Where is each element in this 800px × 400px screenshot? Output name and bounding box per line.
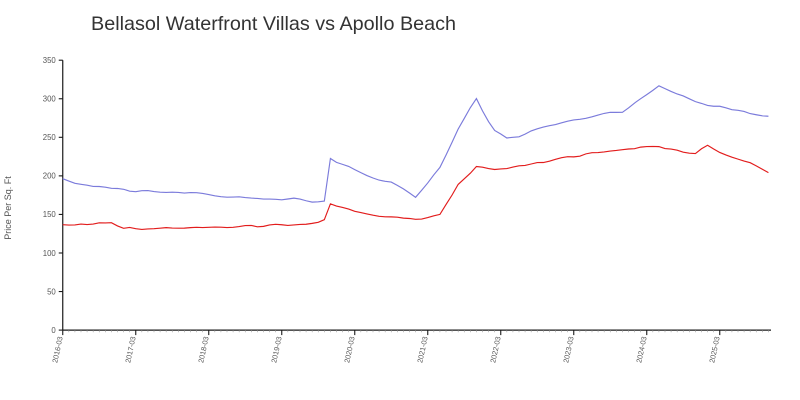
svg-text:250: 250 [43,133,57,142]
svg-text:2025-03: 2025-03 [707,336,721,364]
svg-text:Price Per Sq. Ft: Price Per Sq. Ft [3,176,13,240]
svg-text:2024-03: 2024-03 [634,336,648,364]
svg-text:300: 300 [43,95,57,104]
svg-text:2023-03: 2023-03 [561,336,575,364]
svg-text:200: 200 [43,172,57,181]
svg-text:100: 100 [43,249,57,258]
svg-text:2020-03: 2020-03 [342,336,356,364]
svg-text:350: 350 [43,56,57,65]
svg-text:2017-03: 2017-03 [123,336,137,364]
svg-text:2018-03: 2018-03 [196,336,210,364]
svg-text:0: 0 [51,326,56,335]
svg-text:150: 150 [43,210,57,219]
svg-text:50: 50 [47,287,56,296]
svg-text:2019-03: 2019-03 [269,336,283,364]
svg-text:2021-03: 2021-03 [415,336,429,364]
svg-text:2016-03: 2016-03 [50,336,64,364]
svg-text:2022-03: 2022-03 [488,336,502,364]
